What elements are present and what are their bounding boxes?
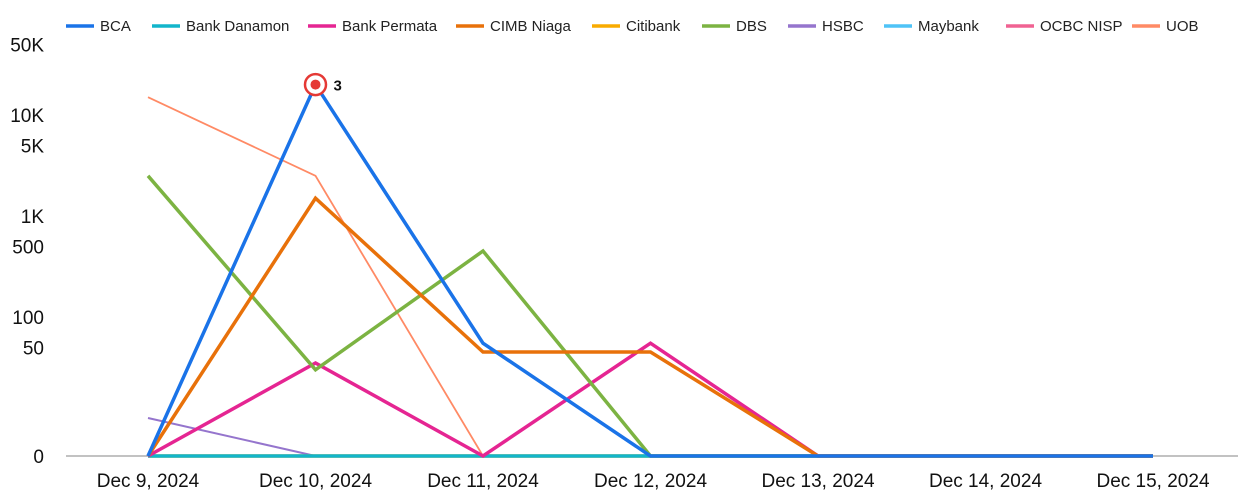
legend-item-ocbc-nisp[interactable]: OCBC NISP xyxy=(1006,18,1123,35)
legend-label-bca: BCA xyxy=(100,18,131,35)
y-tick-label-0: 0 xyxy=(33,447,44,468)
legend-item-bca[interactable]: BCA xyxy=(66,18,131,35)
y-tick-label-50: 50 xyxy=(23,338,44,359)
y-tick-label-5k: 5K xyxy=(21,136,45,157)
legend-item-citibank[interactable]: Citibank xyxy=(592,18,681,35)
legend-item-bank-permata[interactable]: Bank Permata xyxy=(308,18,438,35)
x-tick-label-dec-11-2024: Dec 11, 2024 xyxy=(427,471,539,492)
y-tick-label-500: 500 xyxy=(12,237,44,258)
legend-label-hsbc: HSBC xyxy=(822,18,864,35)
x-tick-label-dec-12-2024: Dec 12, 2024 xyxy=(594,471,707,492)
x-tick-label-dec-14-2024: Dec 14, 2024 xyxy=(929,471,1042,492)
legend-item-maybank[interactable]: Maybank xyxy=(884,18,979,35)
series-lines xyxy=(146,80,1153,459)
series-line-hsbc[interactable] xyxy=(147,417,1153,457)
annotation-label: 3 xyxy=(334,78,342,95)
series-line-dbs[interactable] xyxy=(146,174,1153,458)
y-axis: 0 50 100 500 1K 5K 10K 50K xyxy=(10,35,44,468)
legend-label-ocbc-nisp: OCBC NISP xyxy=(1040,18,1123,35)
annotation-marker-bca[interactable]: 3 xyxy=(303,72,342,97)
y-tick-label-100: 100 xyxy=(12,308,44,329)
x-tick-label-dec-15-2024: Dec 15, 2024 xyxy=(1096,471,1209,492)
legend-item-uob[interactable]: UOB xyxy=(1132,18,1199,35)
legend: BCA Bank Danamon Bank Permata CIMB Niaga Cit… xyxy=(66,18,1199,35)
x-tick-label-dec-9-2024: Dec 9, 2024 xyxy=(97,471,200,492)
legend-item-dbs[interactable]: DBS xyxy=(702,18,767,35)
legend-label-uob: UOB xyxy=(1166,18,1199,35)
annotations: 3 xyxy=(303,72,342,97)
legend-label-maybank: Maybank xyxy=(918,18,979,35)
legend-label-cimb-niaga: CIMB Niaga xyxy=(490,18,572,35)
series-line-cimb-niaga[interactable] xyxy=(146,195,1153,458)
x-tick-label-dec-13-2024: Dec 13, 2024 xyxy=(761,471,874,492)
y-tick-label-50k: 50K xyxy=(10,35,44,56)
x-axis: Dec 9, 2024 Dec 10, 2024 Dec 11, 2024 Dec 1… xyxy=(97,471,1210,492)
y-tick-label-10k: 10K xyxy=(10,106,44,127)
legend-item-bank-danamon[interactable]: Bank Danamon xyxy=(152,18,289,35)
legend-item-hsbc[interactable]: HSBC xyxy=(788,18,864,35)
legend-item-cimb-niaga[interactable]: CIMB Niaga xyxy=(456,18,572,35)
series-line-uob[interactable] xyxy=(147,96,1153,457)
series-line-bca[interactable] xyxy=(146,80,1153,458)
series-line-bank-permata[interactable] xyxy=(147,341,1153,459)
legend-label-bank-danamon: Bank Danamon xyxy=(186,18,289,35)
legend-label-dbs: DBS xyxy=(736,18,767,35)
legend-label-citibank: Citibank xyxy=(626,18,681,35)
x-tick-label-dec-10-2024: Dec 10, 2024 xyxy=(259,471,372,492)
y-tick-label-1k: 1K xyxy=(21,207,45,228)
annotation-dot xyxy=(310,79,321,90)
legend-label-bank-permata: Bank Permata xyxy=(342,18,438,35)
